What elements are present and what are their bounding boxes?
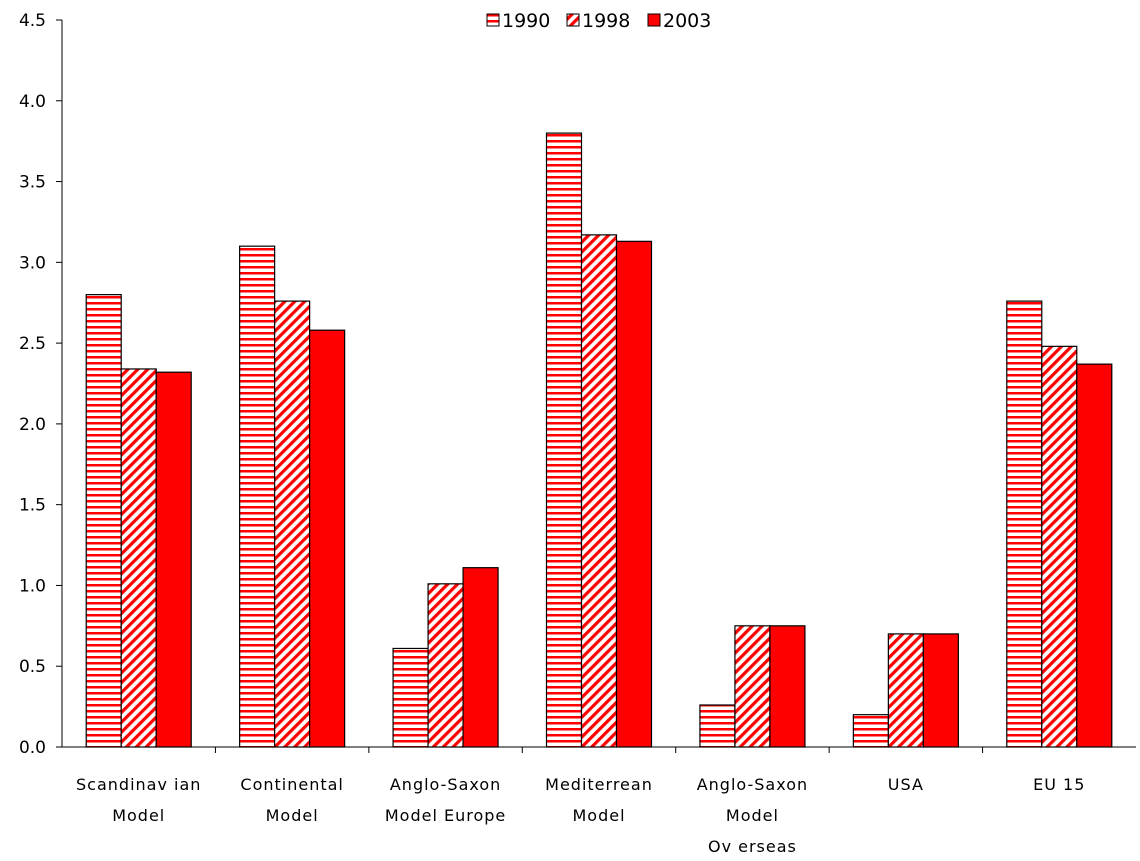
legend-label-2003: 2003	[663, 10, 711, 32]
x-category-label: Model	[112, 806, 165, 825]
bar-1990	[85, 294, 122, 748]
x-category-label: Ov erseas	[708, 837, 797, 856]
x-category-label: Continental	[240, 775, 343, 794]
x-category-label: USA	[888, 775, 924, 794]
y-tick-label: 4.0	[19, 92, 46, 112]
legend-swatch-1990	[486, 13, 500, 27]
x-category-label: Anglo-Saxon	[697, 775, 808, 794]
legend-label-1998: 1998	[582, 10, 630, 32]
bar-2003	[922, 633, 959, 748]
x-category-label: Scandinav ian	[76, 775, 201, 794]
y-tick-label: 1.5	[19, 496, 46, 516]
x-category-label: Anglo-Saxon	[390, 775, 501, 794]
bar-2003	[769, 625, 806, 748]
bar-2003	[1076, 363, 1113, 748]
x-category-label: Model	[266, 806, 319, 825]
x-category-label: Mediterrean	[545, 775, 653, 794]
bar-1990	[852, 714, 889, 748]
x-category-label: Model Europe	[385, 806, 506, 825]
bar-1998	[1041, 345, 1078, 748]
y-tick-label: 1.0	[19, 576, 46, 596]
bar-1990	[1006, 300, 1043, 748]
bar-2003	[462, 567, 499, 748]
y-tick-label: 3.0	[19, 253, 46, 273]
bar-2003	[155, 371, 192, 748]
bar-1990	[239, 245, 276, 748]
legend-swatch-1998	[566, 13, 580, 27]
legend-label-1990: 1990	[502, 10, 550, 32]
bar-1990	[545, 132, 583, 748]
bar-2003	[309, 329, 346, 748]
bar-1990	[699, 704, 736, 748]
y-tick-label: 2.5	[19, 334, 46, 354]
x-category-label: Model	[726, 806, 779, 825]
x-category-label: EU 15	[1033, 775, 1085, 794]
x-category-label: Model	[572, 806, 625, 825]
category-labels: Scandinav ian Model Continental Model Anglo-…	[76, 775, 1085, 856]
bar-1998	[580, 234, 618, 748]
legend-swatch-2003	[647, 13, 661, 27]
bar-1998	[734, 625, 771, 748]
bar-1990	[392, 647, 429, 748]
bars	[85, 132, 1113, 748]
y-tick-label: 2.0	[19, 415, 46, 435]
bar-1998	[427, 583, 464, 748]
bar-1998	[120, 368, 157, 748]
bar-1998	[887, 633, 924, 748]
y-tick-label: 3.5	[19, 173, 46, 193]
y-tick-label: 0.5	[19, 657, 46, 677]
bar-2003	[615, 240, 653, 748]
legend: 1990 1998 2003	[486, 10, 711, 32]
y-tick-label: 0.0	[19, 738, 46, 758]
bar-1998	[274, 300, 311, 748]
y-tick-label: 4.5	[19, 11, 46, 31]
